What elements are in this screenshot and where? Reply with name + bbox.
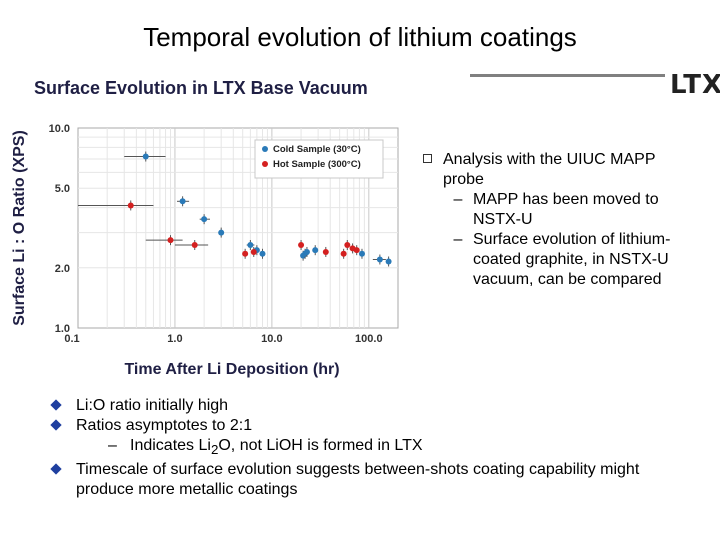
y-tick-label: 1.0 [55,323,70,335]
bullet-text: Ratios asymptotes to 2:1 [76,417,253,434]
data-point [312,247,319,254]
diamond-bullet-icon [50,463,62,475]
data-point [344,242,351,249]
data-point [179,198,186,205]
y-tick-label: 2.0 [55,263,70,275]
data-point [127,202,134,209]
legend-marker [262,161,268,167]
subscript-two: 2 [210,442,219,458]
x-tick-label: 100.0 [355,333,383,345]
data-point [142,153,149,160]
bullet-item: Timescale of surface evolution suggests … [50,460,692,500]
right-sub-text: Surface evolution of lithium-coated grap… [473,231,671,288]
banner-title: Surface Evolution in LTX Base Vacuum [34,78,368,98]
right-text-block: Analysis with the UIUC MAPP probe – MAPP … [423,150,693,290]
data-point [298,242,305,249]
data-point [191,242,198,249]
y-axis-label: Surface Li : O Ratio (XPS) [11,130,28,326]
legend-marker [262,146,268,152]
x-axis-label: Time After Li Deposition (hr) [124,361,339,378]
legend-label: Cold Sample (30°C) [273,144,361,155]
y-tick-label: 10.0 [49,123,70,135]
data-point [353,247,360,254]
sub-text-suffix: O, not LiOH is formed in LTX [218,437,423,454]
y-tick-label: 5.0 [55,183,70,195]
right-sub-text: MAPP has been moved to NSTX-U [473,191,659,228]
sub-text-prefix: Indicates Li [130,437,211,454]
data-point [376,256,383,263]
data-point [167,237,174,244]
x-tick-label: 0.1 [64,333,79,345]
data-point [218,229,225,236]
dash-icon: – [453,231,463,248]
square-bullet-icon [423,154,432,163]
data-point [201,216,208,223]
right-bullet: Analysis with the UIUC MAPP probe [423,150,693,190]
bullet-item: Ratios asymptotes to 2:1 [50,416,692,436]
right-sub-item: – MAPP has been moved to NSTX-U [443,190,693,230]
data-point [303,248,310,255]
x-tick-label: 10.0 [261,333,282,345]
x-tick-label: 1.0 [167,333,182,345]
diamond-bullet-icon [50,419,62,431]
dash-icon: – [108,437,117,454]
scatter-chart: 0.1 1.0 10.0 100.0 1.0 2.0 5.0 10.0 Time After L… [0,100,440,395]
bullet-item: Li:O ratio initially high [50,396,692,416]
data-point [340,250,347,257]
data-point [247,242,254,249]
bullet-text: Timescale of surface evolution suggests … [76,461,640,499]
right-sub-item: – Surface evolution of lithium-coated gra… [443,230,693,290]
data-point [358,250,365,257]
ltx-logo: LTX [670,70,720,100]
diamond-bullet-icon [50,399,62,411]
banner-divider [470,74,665,77]
data-point [385,258,392,265]
legend-box [254,139,384,179]
chart-banner: Surface Evolution in LTX Base Vacuum LTX [30,70,720,100]
sub-bullet-item: – Indicates Li2O, not LiOH is formed in L… [52,436,692,460]
data-point [322,248,329,255]
dash-icon: – [453,191,463,208]
data-point [242,250,249,257]
data-point [259,250,266,257]
bottom-bullet-list: Li:O ratio initially high Ratios asympto… [50,396,692,500]
bullet-text: Li:O ratio initially high [76,397,229,414]
data-point [250,248,257,255]
legend-label: Hot Sample (300°C) [273,159,361,170]
right-bullet-text: Analysis with the UIUC MAPP probe [443,151,656,188]
slide-title: Temporal evolution of lithium coatings [143,22,577,52]
